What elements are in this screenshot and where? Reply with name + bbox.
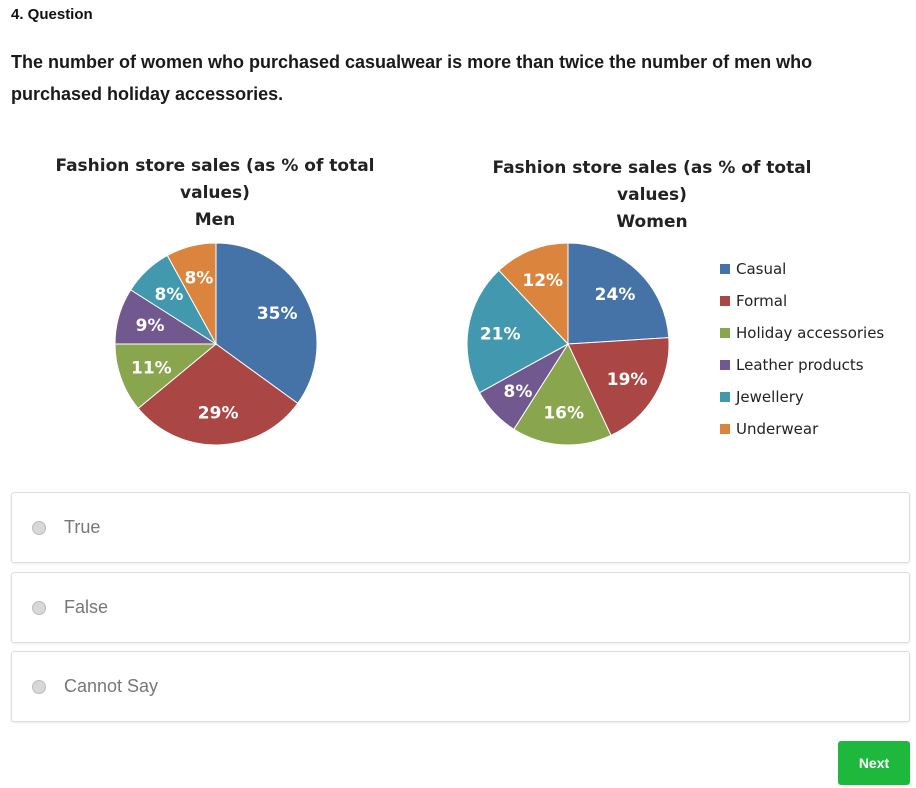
option-cannot-say[interactable]: Cannot Say — [11, 651, 910, 722]
legend-swatch — [720, 360, 730, 370]
next-button[interactable]: Next — [838, 741, 910, 785]
legend-label: Jewellery — [736, 388, 804, 406]
pie-slice-underwear — [498, 242, 569, 346]
question-text: The number of women who purchased casual… — [11, 52, 813, 104]
chart-title: Fashion store sales (as % of total value… — [492, 158, 812, 205]
data-label: 8% — [184, 268, 213, 288]
radio-button[interactable] — [32, 520, 46, 535]
pie-slice-casual — [567, 242, 670, 345]
pie-slice-casual — [215, 242, 318, 405]
legend-label: Casual — [736, 260, 787, 278]
legend-item: Holiday accessories — [720, 317, 884, 349]
data-label: 21% — [480, 324, 521, 344]
chart-subtitle: Women — [616, 212, 688, 232]
women-chart-title: Fashion store sales (as % of total value… — [457, 155, 847, 236]
legend-swatch — [720, 264, 730, 274]
radio-button[interactable] — [32, 600, 46, 615]
legend-label: Underwear — [736, 420, 819, 438]
data-label: 12% — [522, 271, 563, 291]
question-number: 4. Question — [11, 6, 93, 23]
legend-item: Underwear — [720, 413, 884, 445]
chart-subtitle: Men — [194, 210, 236, 230]
option-true[interactable]: True — [11, 492, 910, 563]
data-label: 29% — [198, 404, 239, 424]
legend-label: Leather products — [736, 356, 864, 374]
men-chart-title: Fashion store sales (as % of total value… — [20, 153, 410, 234]
legend-swatch — [720, 328, 730, 338]
data-label: 9% — [136, 316, 165, 336]
legend-swatch — [720, 392, 730, 402]
pie-charts: 35%29%11%9%8%8%24%19%16%8%21%12% — [114, 242, 670, 446]
legend-swatch — [720, 424, 730, 434]
option-label: True — [64, 517, 101, 537]
radio-button[interactable] — [32, 679, 46, 694]
pie-slice-jewellery — [466, 269, 569, 394]
data-label: 11% — [131, 358, 172, 378]
pie-slice-holiday-accessories — [513, 342, 612, 446]
chart-legend: Casual Formal Holiday accessories Leathe… — [720, 253, 884, 445]
legend-item: Formal — [720, 285, 884, 317]
data-label: 16% — [543, 404, 584, 424]
data-label: 8% — [503, 382, 532, 402]
legend-item: Jewellery — [720, 381, 884, 413]
chart-title: Fashion store sales (as % of total value… — [55, 156, 375, 203]
option-label: Cannot Say — [64, 676, 159, 696]
pie-slice-holiday-accessories — [114, 343, 218, 410]
legend-item: Leather products — [720, 349, 884, 381]
data-label: 24% — [595, 285, 636, 305]
legend-swatch — [720, 296, 730, 306]
data-label: 35% — [257, 304, 298, 324]
pie-slice-underwear — [166, 242, 217, 345]
pie-slice-formal — [567, 337, 670, 437]
data-label: 19% — [607, 370, 648, 390]
option-label: False — [64, 597, 109, 617]
option-false[interactable]: False — [11, 572, 910, 643]
legend-label: Formal — [736, 292, 788, 310]
pie-slice-formal — [137, 343, 299, 446]
legend-item: Casual — [720, 253, 884, 285]
data-label: 8% — [155, 285, 184, 305]
legend-label: Holiday accessories — [736, 324, 885, 342]
